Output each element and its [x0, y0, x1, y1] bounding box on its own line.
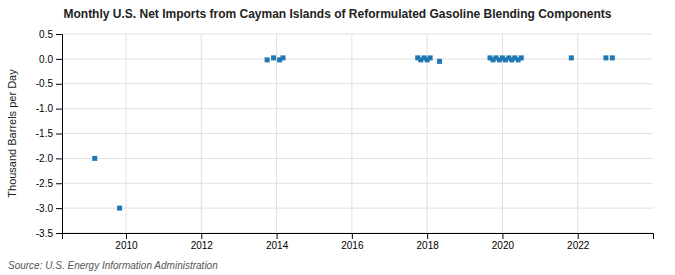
x-axis-tick: 2016: [341, 233, 364, 251]
y-axis-tick-label: -2.5: [36, 178, 54, 189]
x-axis-tick: 2014: [266, 233, 289, 251]
x-axis-tick: 2020: [492, 233, 515, 251]
point: [603, 55, 608, 60]
x-axis-tick-label: 2022: [567, 240, 590, 251]
x-axis-tick-mark: [201, 233, 202, 239]
y-axis-tick-label: 0.0: [39, 54, 53, 65]
y-axis-tick-mark: [56, 84, 62, 85]
y-axis-tick-mark: [56, 158, 62, 159]
points: [92, 55, 615, 210]
grid-line-x: [427, 34, 428, 233]
grid-line-y: [62, 58, 653, 59]
y-axis: 0.5 0.0 -0.5 -1.0 -1.5 -2.0 -2.5 -3.0 -3.5: [36, 29, 63, 239]
point: [437, 59, 442, 64]
y-axis-tick-label: -2.0: [36, 153, 54, 164]
x-axis-tick: 2018: [417, 233, 440, 251]
x-axis-tick-label: 2012: [191, 240, 214, 251]
point: [610, 55, 615, 60]
grid-line-y: [62, 34, 653, 35]
point: [265, 57, 270, 62]
point: [428, 55, 433, 60]
x-axis-tick-label: 2020: [492, 240, 515, 251]
y-axis-tick-label: -1.5: [36, 128, 54, 139]
y-axis-tick: -3.0: [36, 203, 62, 214]
y-axis-tick-label: -1.0: [36, 103, 54, 114]
y-axis-tick: -2.5: [36, 178, 62, 189]
y-axis-tick-label: 0.5: [39, 29, 53, 40]
point: [117, 206, 122, 211]
y-axis-tick-label: -3.0: [36, 203, 54, 214]
y-axis-tick-mark: [56, 34, 62, 35]
grid-line-x: [276, 34, 277, 233]
y-axis-line: [56, 35, 63, 234]
grid-line-x: [201, 34, 202, 233]
point: [271, 55, 276, 60]
x-axis-tick-mark: [352, 233, 353, 239]
y-axis-tick: -3.5: [36, 228, 62, 239]
plot-area: 2010 2012 2014 2016 2018 2020 2022 0.5 0.0 -0.5 -1…: [36, 29, 654, 251]
point: [569, 55, 574, 60]
grid-line-x: [125, 34, 126, 233]
grid-line-x: [502, 34, 503, 233]
grid-line-y: [62, 158, 653, 159]
grid-line-y: [62, 133, 653, 134]
y-axis-tick-mark: [56, 183, 62, 184]
y-axis-tick-mark: [56, 59, 62, 60]
y-axis-tick-label: -0.5: [36, 78, 54, 89]
x-axis-tick-label: 2018: [417, 240, 440, 251]
x-axis-tick: 2022: [567, 233, 590, 251]
x-axis: 2010 2012 2014 2016 2018 2020 2022: [63, 233, 654, 251]
point: [519, 55, 524, 60]
y-axis-tick-mark: [56, 233, 62, 234]
grid-line-y: [62, 208, 653, 209]
y-axis-title: Thousand Barrels per Day: [6, 69, 18, 198]
x-axis-tick-label: 2010: [115, 240, 138, 251]
grid-line-x: [577, 34, 578, 233]
y-axis-tick-label: -3.5: [36, 228, 54, 239]
grid-line-x: [351, 34, 352, 233]
chart: 2010 2012 2014 2016 2018 2020 2022 0.5 0.0 -0.5 -1…: [0, 0, 675, 275]
x-axis-tick-mark: [277, 233, 278, 239]
grid-line-y: [62, 83, 653, 84]
title: Monthly U.S. Net Imports from Cayman Isl…: [63, 7, 611, 21]
y-axis-tick: -1.5: [36, 128, 62, 139]
x-axis-tick: 2010: [115, 233, 138, 251]
x-axis-tick: 2012: [191, 233, 214, 251]
y-axis-tick: -1.0: [36, 103, 62, 114]
x-axis-tick-mark: [502, 233, 503, 239]
x-axis-tick-label: 2014: [266, 240, 289, 251]
y-axis-tick-mark: [56, 109, 62, 110]
point: [280, 55, 285, 60]
x-axis-tick-mark: [578, 233, 579, 239]
grid-line-y: [62, 183, 653, 184]
y-axis-tick: -0.5: [36, 78, 62, 89]
x-axis-tick-mark: [126, 233, 127, 239]
x-axis-line: [63, 234, 654, 240]
grid-line-y: [62, 108, 653, 109]
y-axis-tick-mark: [56, 208, 62, 209]
grid: [62, 34, 653, 233]
y-axis-tick: 0.0: [39, 54, 62, 65]
x-axis-tick-label: 2016: [341, 240, 364, 251]
point: [92, 156, 97, 161]
source-note: Source: U.S. Energy Information Administ…: [8, 260, 218, 271]
y-axis-tick: 0.5: [39, 29, 62, 40]
y-axis-tick-mark: [56, 134, 62, 135]
y-axis-tick: -2.0: [36, 153, 62, 164]
x-axis-tick-mark: [427, 233, 428, 239]
